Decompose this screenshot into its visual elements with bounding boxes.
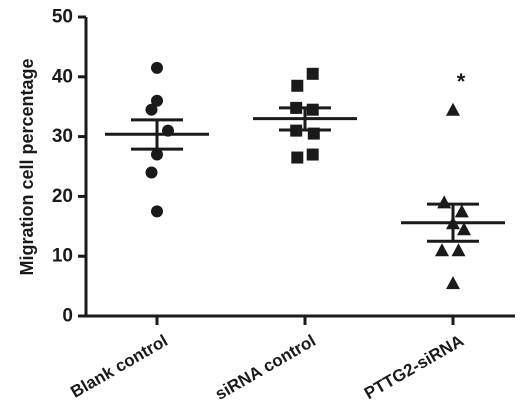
data-point (454, 204, 469, 218)
data-point (451, 243, 466, 257)
data-point (291, 79, 304, 92)
data-point (435, 243, 449, 257)
data-point (291, 151, 304, 164)
data-point (306, 148, 319, 161)
x-tick-label: PTTG2-siRNA (361, 331, 467, 403)
data-point (151, 205, 163, 218)
y-tick-label: 0 (62, 306, 73, 327)
data-point (306, 103, 319, 116)
data-point (437, 195, 452, 209)
data-point (151, 61, 163, 74)
data-point (151, 148, 163, 161)
y-tick-label: 40 (52, 66, 73, 87)
data-marks (105, 61, 505, 290)
significance-asterisk: * (457, 69, 466, 94)
labels: 0 10 20 30 40 50 Blank control siRNA control PTT… (52, 7, 467, 404)
y-axis-title: Migration cell percentage (17, 58, 37, 275)
x-tick-label: siRNA control (212, 331, 319, 404)
x-tick-label: Blank control (67, 331, 171, 402)
data-point (457, 222, 471, 236)
y-tick-label: 10 (52, 246, 73, 267)
y-tick-label: 30 (52, 126, 73, 147)
y-tick-label: 50 (52, 7, 73, 28)
axes (78, 15, 515, 325)
y-tick-label: 20 (52, 186, 73, 207)
data-point (306, 67, 319, 80)
data-point (151, 94, 163, 107)
data-point (145, 103, 158, 116)
data-point (145, 166, 158, 179)
data-point (446, 276, 460, 290)
data-point (446, 102, 460, 116)
